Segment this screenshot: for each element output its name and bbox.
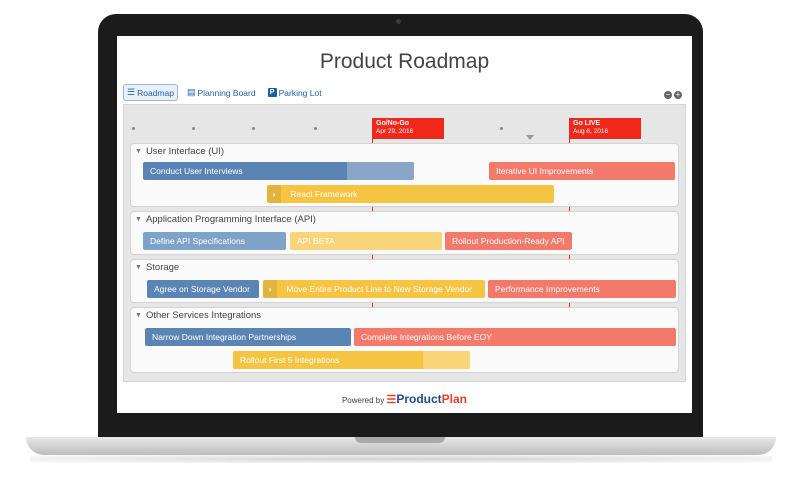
lane-title: Application Programming Interface (API) — [145, 214, 316, 225]
bar-label: React Framework — [290, 189, 358, 199]
lane-header[interactable]: ▼ User Interface (UI) — [135, 146, 224, 157]
tab-label: Roadmap — [137, 87, 174, 98]
lane-header[interactable]: ▼ Other Services Integrations — [135, 310, 261, 321]
bar-handle: ˘ — [661, 280, 664, 287]
lane-header[interactable]: ▼ Application Programming Interface (API… — [135, 214, 316, 225]
milestone-name: Go LIVE — [573, 120, 601, 127]
lane-api: ▼ Application Programming Interface (API… — [130, 211, 679, 255]
chevron-down-icon: ▼ — [135, 148, 142, 155]
tab-roadmap[interactable]: ☰ Roadmap — [123, 84, 178, 101]
milestone-name: Go/No-Go — [376, 120, 410, 127]
bar-performance-improvements[interactable]: Performance Improvements ˘ — [488, 280, 676, 298]
bar-label: Iterative UI Improvements — [496, 166, 594, 176]
bar-complete-integrations-before-eoy[interactable]: Complete Integrations Before EOY ˘ — [354, 328, 676, 346]
bar-define-api-specifications[interactable]: Define API Specifications — [143, 232, 286, 250]
bar-handle: ˘ — [397, 162, 400, 169]
tab-label: Planning Board — [197, 87, 256, 98]
lane-title: Storage — [145, 262, 180, 273]
bar-label: Move Entire Product Line to New Storage … — [286, 284, 473, 294]
page-title: Product Roadmap — [319, 50, 490, 73]
milestone-go-no-go[interactable]: Go/No-Go Apr 29, 2016 — [372, 118, 444, 139]
bar-label: Conduct User Interviews — [150, 166, 243, 176]
milestone-date: Apr 29, 2016 — [376, 128, 414, 135]
bar-api-beta[interactable]: API BETA — [290, 232, 442, 250]
bar-label: Narrow Down Integration Partnerships — [152, 332, 297, 342]
laptop-notch — [355, 437, 445, 443]
milestone-date: Aug 6, 2016 — [573, 128, 609, 135]
zoom-out-button[interactable]: − — [664, 90, 672, 99]
bar-label: Performance Improvements — [495, 284, 600, 294]
footer: Powered by ☰ProductPlan — [117, 392, 692, 406]
milestone-go-live[interactable]: Go LIVE Aug 6, 2016 — [569, 118, 641, 139]
timeline-tick — [500, 127, 503, 130]
productplan-logo-icon: ☰ — [386, 394, 397, 406]
chevron-right-icon: › — [263, 280, 277, 298]
bar-label: Define API Specifications — [150, 236, 245, 246]
powered-by-text: Powered by — [341, 396, 385, 405]
tab-label: Parking Lot — [278, 87, 322, 98]
chevron-down-icon: ▼ — [135, 264, 142, 271]
bar-move-product-line-storage[interactable]: › Move Entire Product Line to New Storag… — [263, 280, 485, 298]
bar-conduct-user-interviews[interactable]: Conduct User Interviews ˘ — [143, 162, 414, 180]
bar-handle: ˘ — [661, 328, 664, 335]
camera-icon — [396, 19, 401, 24]
bar-label: Rollout First 5 Integrations — [240, 355, 340, 365]
bar-narrow-down-integration-partnerships[interactable]: Narrow Down Integration Partnerships — [145, 328, 351, 346]
brand-part-b: Plan — [441, 392, 468, 406]
laptop-shadow — [30, 455, 772, 463]
timeline-tick — [192, 127, 195, 130]
bar-rollout-first-5-integrations[interactable]: Rollout First 5 Integrations — [233, 351, 470, 369]
bar-agree-on-storage-vendor[interactable]: Agree on Storage Vendor — [147, 280, 259, 298]
bar-label: Complete Integrations Before EOY — [361, 332, 492, 342]
lane-header[interactable]: ▼ Storage — [135, 262, 179, 273]
app-screen: Product Roadmap ☰ Roadmap ▤ Planning Boa… — [117, 36, 692, 413]
bar-progress — [347, 162, 414, 180]
bar-handle: ˘ — [660, 162, 663, 169]
tab-planning-board[interactable]: ▤ Planning Board — [184, 84, 259, 101]
lane-title: User Interface (UI) — [145, 146, 225, 157]
lane-storage: ▼ Storage Agree on Storage Vendor › Move… — [130, 259, 679, 303]
chevron-down-icon: ▼ — [135, 216, 142, 223]
lane-title: Other Services Integrations — [145, 310, 262, 321]
timeline-tick — [132, 127, 135, 130]
roadmap-board: Go/No-Go Apr 29, 2016 Go LIVE Aug 6, 201… — [123, 104, 686, 382]
parking-lot-icon: P — [267, 88, 277, 97]
bar-label: API BETA — [297, 236, 335, 246]
brand-name[interactable]: ProductPlan — [396, 392, 467, 406]
roadmap-icon: ☰ — [127, 87, 136, 97]
view-tabs: ☰ Roadmap ▤ Planning Board P Parking Lot — [123, 84, 325, 101]
bar-label: Rollout Production-Ready API — [452, 236, 565, 246]
bar-react-framework[interactable]: › React Framework — [267, 185, 554, 203]
timeline-tick — [252, 127, 255, 130]
tab-parking-lot[interactable]: P Parking Lot — [265, 84, 325, 101]
lane-user-interface: ▼ User Interface (UI) Conduct User Inter… — [130, 143, 679, 207]
bar-label: Agree on Storage Vendor — [154, 284, 250, 294]
laptop-base — [26, 437, 776, 455]
lane-other-services-integrations: ▼ Other Services Integrations Narrow Dow… — [130, 307, 679, 373]
zoom-in-button[interactable]: + — [674, 90, 682, 99]
timeline-marker-icon — [526, 135, 534, 140]
bar-iterative-ui-improvements[interactable]: Iterative UI Improvements ˘ — [489, 162, 675, 180]
chevron-right-icon: › — [267, 185, 281, 203]
brand-part-a: Product — [396, 392, 442, 406]
chevron-down-icon: ▼ — [135, 312, 142, 319]
timeline-tick — [314, 127, 317, 130]
bar-progress — [423, 351, 470, 369]
bar-rollout-production-ready-api[interactable]: Rollout Production-Ready API — [445, 232, 572, 250]
zoom-controls: − + — [664, 91, 682, 99]
planning-board-icon: ▤ — [186, 87, 196, 97]
